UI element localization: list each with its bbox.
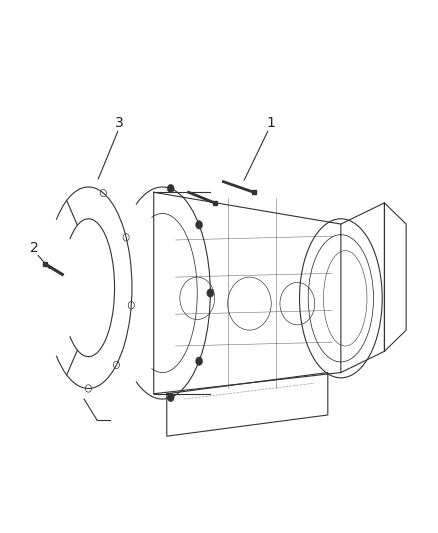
Text: 1: 1 xyxy=(267,116,276,131)
Circle shape xyxy=(207,289,214,297)
Circle shape xyxy=(167,393,174,402)
Text: 2: 2 xyxy=(30,241,39,255)
Text: 3: 3 xyxy=(114,116,123,131)
Circle shape xyxy=(196,221,203,229)
Circle shape xyxy=(196,357,203,366)
Circle shape xyxy=(167,184,174,193)
